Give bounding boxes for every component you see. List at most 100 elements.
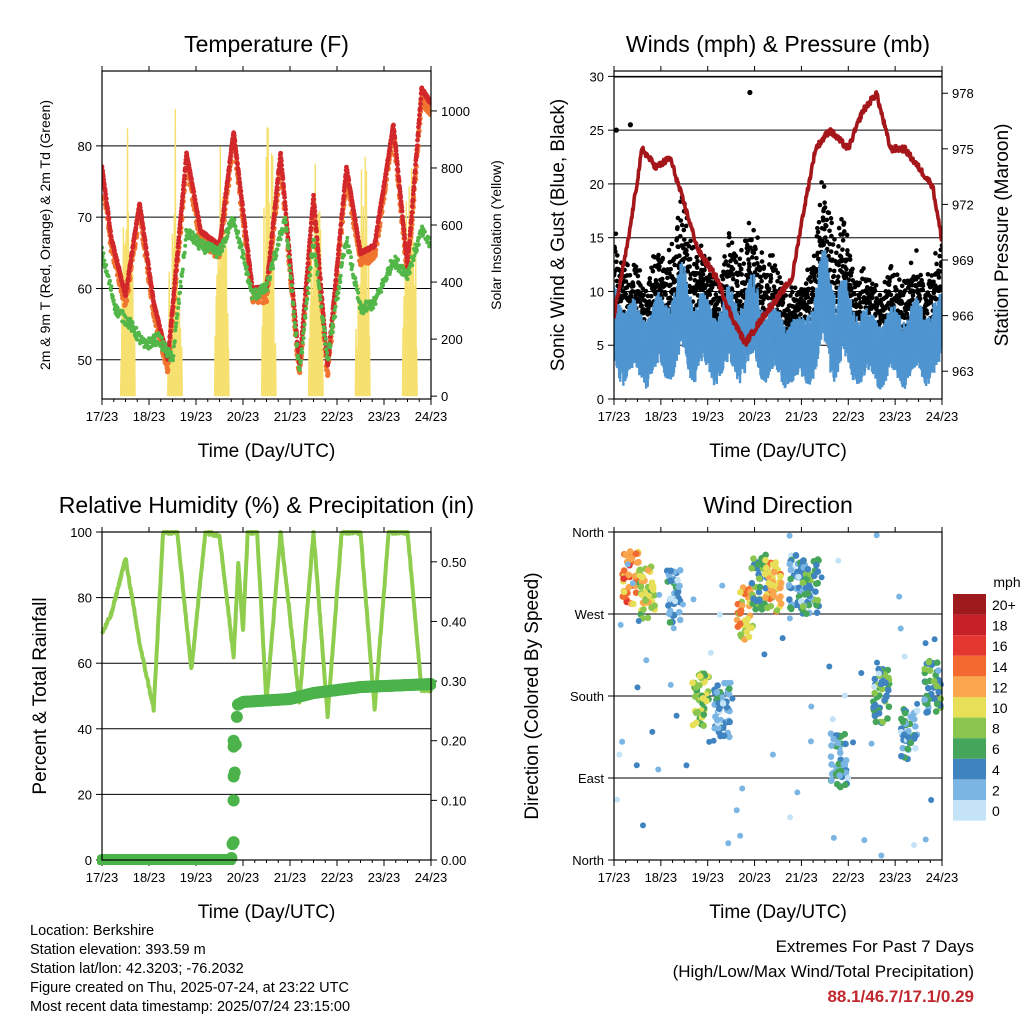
t2m-point: [145, 262, 151, 267]
t2m-point: [336, 242, 342, 248]
t2m-point: [196, 218, 202, 224]
t2m-point: [219, 223, 225, 228]
td2m-point: [340, 260, 345, 265]
td2m-point: [102, 258, 107, 263]
gust-point: [751, 250, 757, 256]
gust-point: [759, 259, 765, 264]
t2m-point: [398, 194, 404, 200]
panel-2: 0 5 10 15 20 25 30 963 966 969 972 975 978 17/23 18/23…: [548, 31, 1013, 462]
td2m-point: [288, 276, 293, 281]
t2m-point: [167, 339, 172, 345]
t2m-point: [332, 282, 338, 288]
td2m-point: [241, 256, 246, 261]
y2-tick-label: 600: [441, 218, 463, 233]
t2m-point: [233, 148, 239, 154]
gust-point: [938, 247, 942, 253]
gust-point: [832, 237, 837, 242]
gust-point: [847, 253, 853, 259]
gust-point: [933, 251, 938, 256]
t9m-point: [428, 108, 431, 115]
td2m-point: [337, 276, 342, 281]
t2m-point: [409, 204, 415, 209]
gust-point: [687, 256, 693, 262]
t2m-point: [270, 230, 275, 236]
gust-point: [741, 261, 747, 266]
td2m-point: [336, 290, 341, 295]
td2m-point: [396, 257, 401, 262]
gust-point: [738, 266, 744, 272]
gust-point: [805, 294, 811, 300]
gust-point: [623, 279, 629, 284]
gust-point: [821, 184, 827, 189]
t2m-point: [189, 176, 194, 182]
td2m-point: [182, 250, 187, 255]
td2m-point: [274, 253, 279, 258]
t2m-point: [338, 221, 344, 227]
t2m-point: [270, 225, 276, 231]
gust-point: [647, 276, 653, 281]
gust-point: [653, 278, 659, 283]
t2m-point: [388, 137, 394, 143]
td2m-point: [172, 339, 177, 344]
t2m-point: [405, 254, 411, 260]
td2m-point: [196, 246, 201, 251]
gust-point: [823, 223, 829, 229]
t2m-point: [375, 224, 381, 230]
td2m-point: [416, 242, 421, 247]
gust-point: [857, 280, 863, 286]
y2-tick-label: 963: [952, 364, 974, 379]
gust-point: [827, 267, 833, 273]
gust-point: [759, 278, 764, 284]
td2m-point: [317, 286, 322, 291]
td2m-point: [290, 288, 295, 293]
y2-tick-label: 966: [952, 309, 974, 324]
td2m-point: [333, 314, 338, 319]
x-tick-label: 22/23: [321, 409, 354, 424]
gust-point: [830, 242, 836, 247]
gust-point: [759, 284, 764, 290]
td2m-point: [174, 315, 179, 320]
gust-point: [849, 286, 854, 292]
t2m-point: [281, 184, 287, 190]
y-tick-label: 20: [590, 177, 604, 192]
t2m-point: [308, 220, 314, 226]
t2m-point: [391, 129, 397, 135]
td2m-point: [158, 344, 163, 349]
t2m-point: [279, 162, 285, 168]
t2m-point: [106, 216, 112, 222]
t2m-point: [411, 184, 417, 190]
gust-point: [823, 235, 828, 240]
t2m-point: [244, 238, 250, 243]
t2m-point: [327, 334, 333, 340]
td2m-point: [411, 258, 416, 263]
gust-point: [937, 269, 942, 274]
t2m-point: [225, 172, 231, 178]
y2-tick-label: 978: [952, 86, 974, 101]
solar-spike: [225, 247, 228, 397]
t2m-point: [414, 151, 419, 157]
t2m-point: [282, 199, 288, 205]
gust-point: [786, 308, 791, 313]
t2m-point: [380, 188, 386, 194]
gust-point: [638, 283, 643, 288]
td2m-point: [326, 355, 331, 360]
gust-point: [815, 225, 820, 231]
gust-point: [768, 276, 774, 281]
td2m-point: [232, 217, 237, 222]
t2m-point: [171, 285, 177, 291]
gust-point: [702, 267, 707, 273]
gust-point: [683, 223, 689, 229]
x-tick-label: 21/23: [785, 409, 818, 424]
td2m-point: [107, 278, 112, 283]
t2m-point: [414, 147, 420, 152]
t2m-point: [415, 137, 420, 143]
t2m-point: [399, 208, 405, 214]
td2m-point: [414, 248, 419, 253]
gust-point: [766, 286, 772, 292]
t2m-point: [268, 245, 274, 250]
gust-point: [846, 277, 852, 283]
chart-title: Temperature (F): [184, 31, 349, 57]
gust-point: [842, 229, 847, 234]
gust-point: [704, 282, 710, 288]
